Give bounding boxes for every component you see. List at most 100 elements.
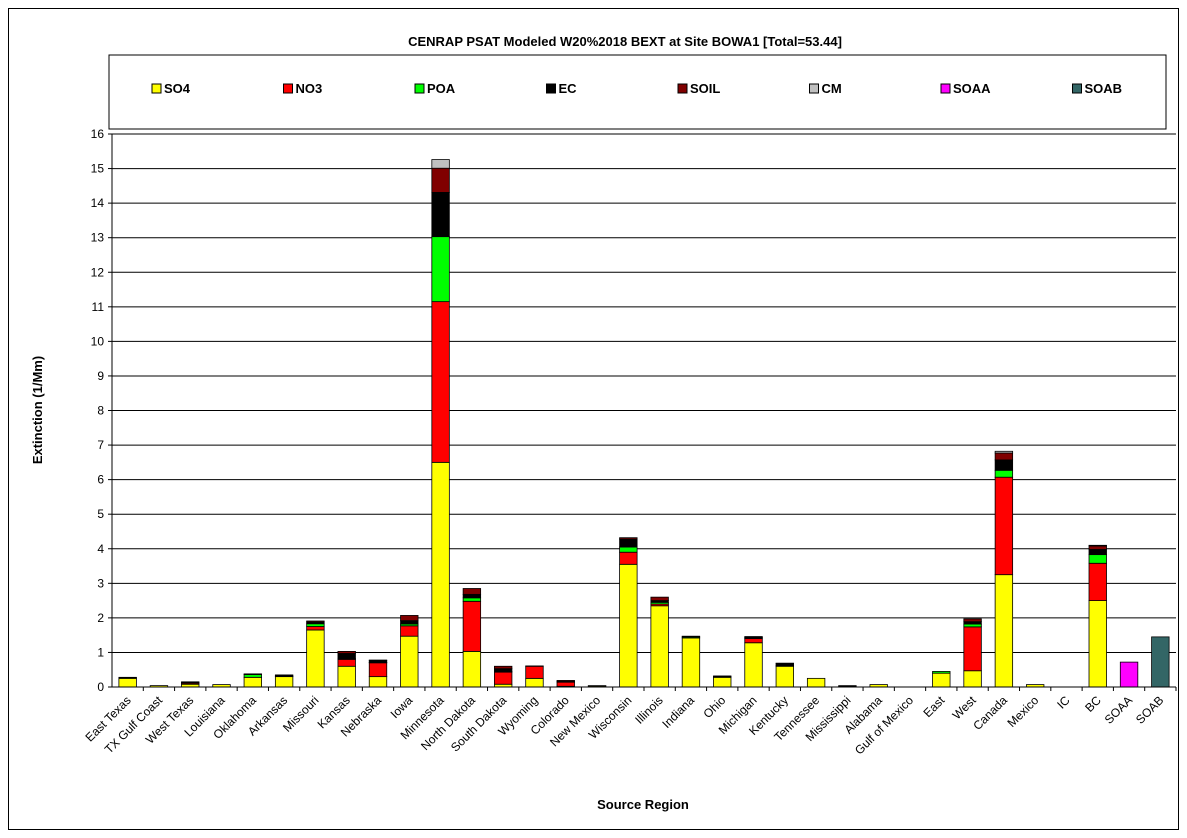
- y-tick-label: 6: [97, 473, 104, 487]
- bar-so4-east-texas: [118, 677, 137, 688]
- bar-ec-south-dakota: [494, 668, 513, 672]
- bar-soil-nebraska: [368, 659, 388, 662]
- bar-soil-kansas: [337, 651, 356, 654]
- bar-soil-wisconsin: [619, 537, 638, 540]
- legend-swatch-ec: [546, 83, 556, 94]
- bar-so4-kansas: [337, 665, 356, 688]
- bar-no3-nebraska: [368, 662, 388, 678]
- bar-soil-west: [963, 618, 982, 623]
- y-tick-label: 12: [91, 265, 105, 279]
- y-tick-label: 7: [97, 438, 104, 452]
- bar-ec-wisconsin: [619, 538, 638, 548]
- legend-swatch-so4: [151, 83, 162, 94]
- bar-soil-missouri: [306, 620, 325, 623]
- x-tick-label: East: [921, 693, 948, 720]
- x-tick-label: Iowa: [388, 693, 416, 721]
- legend-label-soaa: SOAA: [953, 81, 991, 96]
- bar-poa-wisconsin: [619, 546, 638, 553]
- bar-so4-north-dakota: [462, 651, 482, 688]
- bar-poa-oklahoma: [243, 674, 262, 678]
- bar-ec-iowa: [400, 620, 419, 625]
- bar-so4-oklahoma: [243, 676, 262, 688]
- bar-so4-michigan: [744, 642, 763, 688]
- bar-no3-wyoming: [525, 665, 544, 679]
- bar-soil-iowa: [400, 615, 419, 622]
- legend-label-soab: SOAB: [1085, 81, 1123, 96]
- bar-soil-michigan: [744, 636, 763, 638]
- bar-so4-iowa: [400, 635, 419, 688]
- legend-items: SO4 NO3 POA EC SOIL CM SOAA SOAB: [151, 81, 1123, 96]
- bar-poa-west: [963, 623, 982, 628]
- y-tick-label: 10: [91, 334, 105, 348]
- x-tick-label: Ohio: [701, 693, 729, 721]
- bar-no3-west: [963, 626, 982, 672]
- bar-ec-kansas: [337, 653, 356, 660]
- chart-title: CENRAP PSAT Modeled W20%2018 BEXT at Sit…: [408, 34, 842, 49]
- bar-soil-illinois: [650, 596, 669, 601]
- legend-swatch-poa: [414, 83, 425, 94]
- bar-poa-canada: [994, 469, 1014, 478]
- y-tick-label: 4: [97, 542, 104, 556]
- legend: [108, 54, 1167, 130]
- bar-no3-south-dakota: [494, 671, 513, 685]
- y-tick-label: 14: [91, 196, 105, 210]
- bar-so4-missouri: [306, 629, 325, 688]
- bar-ec-arkansas: [274, 674, 294, 677]
- bar-poa-minnesota: [431, 236, 450, 303]
- legend-label-ec: EC: [559, 81, 578, 96]
- legend-swatch-cm: [809, 83, 819, 94]
- bar-soil-north-dakota: [462, 588, 482, 595]
- bar-no3-canada: [994, 476, 1014, 576]
- bar-ec-mississippi: [838, 685, 857, 688]
- bar-no3-missouri: [306, 626, 325, 631]
- bar-soil-bc: [1088, 545, 1107, 550]
- x-tick-label: Canada: [970, 693, 1010, 733]
- bar-no3-wisconsin: [619, 551, 638, 565]
- y-tick-label: 2: [97, 611, 104, 625]
- bar-no3-michigan: [744, 638, 763, 644]
- bar-no3-bc: [1088, 562, 1107, 601]
- legend-label-so4: SO4: [164, 81, 191, 96]
- bar-no3-iowa: [400, 625, 419, 637]
- y-tick-label: 11: [92, 300, 105, 314]
- legend-swatch-soil: [677, 83, 688, 94]
- bar-soil-minnesota: [431, 167, 450, 193]
- bar-poa-bc: [1088, 554, 1107, 564]
- y-tick-label: 15: [91, 162, 105, 176]
- bar-ec-oklahoma: [243, 673, 262, 675]
- bar-so4-west: [963, 670, 982, 688]
- bars: [118, 159, 1170, 688]
- bar-ec-north-dakota: [462, 593, 482, 599]
- bar-poa-east: [932, 671, 951, 674]
- bar-so4-canada: [994, 574, 1014, 688]
- bar-cm-canada: [994, 450, 1014, 454]
- bar-no3-kansas: [337, 658, 356, 667]
- y-tick-label: 16: [91, 127, 105, 141]
- y-tick-label: 3: [97, 576, 104, 590]
- bar-so4-east: [932, 672, 951, 688]
- bar-so4-illinois: [650, 605, 669, 688]
- bar-poa-missouri: [306, 623, 325, 627]
- x-tick-label: SOAA: [1102, 693, 1135, 726]
- bar-so4-bc: [1088, 600, 1107, 688]
- bar-no3-north-dakota: [462, 600, 482, 652]
- legend-label-poa: POA: [427, 81, 456, 96]
- bar-so4-minnesota: [431, 461, 450, 688]
- bar-so4-wyoming: [525, 677, 544, 688]
- y-tick-label: 13: [91, 231, 105, 245]
- bar-so4-nebraska: [368, 676, 388, 688]
- bar-cm-minnesota: [431, 159, 450, 169]
- legend-swatch-soaa: [940, 83, 951, 94]
- bar-ec-minnesota: [431, 192, 450, 238]
- bar-soil-south-dakota: [494, 665, 513, 670]
- bar-so4-tennessee: [806, 677, 826, 688]
- y-tick-label: 1: [97, 645, 104, 659]
- y-tick-label: 9: [97, 369, 104, 383]
- bar-soil-colorado: [556, 680, 575, 682]
- bar-no3-minnesota: [431, 301, 450, 463]
- bar-ec-canada: [994, 459, 1014, 471]
- gridlines: [112, 133, 1176, 653]
- bar-soil-kentucky: [775, 662, 794, 665]
- x-tick-label: SOAB: [1133, 693, 1166, 726]
